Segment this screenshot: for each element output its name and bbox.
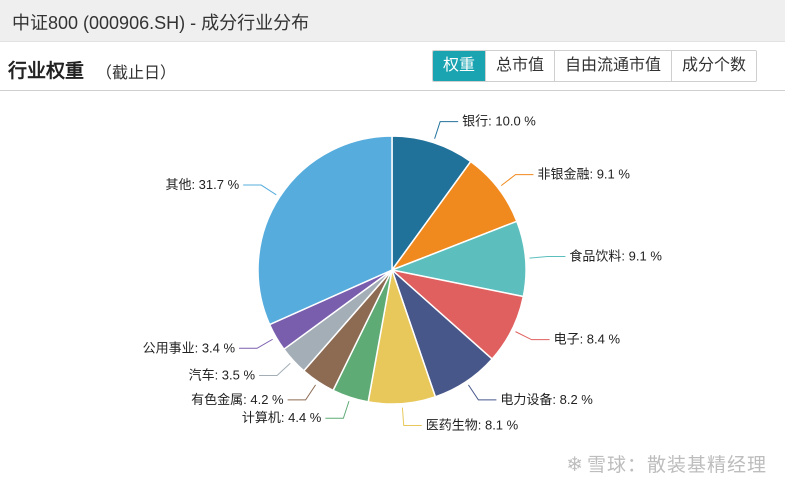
section-subtitle: （截止日） — [96, 65, 177, 82]
snowball-logo-icon: ❄ — [566, 454, 584, 476]
pie-label-9: 公用事业: 3.4 % — [143, 340, 236, 355]
pie-leader-line-4 — [468, 384, 497, 401]
pie-label-7: 有色金属: 4.2 % — [191, 392, 284, 407]
window-title: 中证800 (000906.SH) - 成分行业分布 — [12, 13, 310, 33]
tab-total-market-cap[interactable]: 总市值 — [485, 51, 555, 81]
pie-leader-line-10 — [243, 184, 277, 196]
tab-constituent-count[interactable]: 成分个数 — [671, 51, 757, 81]
pie-slice-0[interactable] — [391, 135, 472, 273]
pie-leader-line-9 — [239, 338, 273, 349]
pie-chart-area: 银行: 10.0 % 非银金融: 9.1 % 食品饮料: 9.1 % 电子: 8.4 … — [0, 92, 785, 485]
pie-label-3: 电子: 8.4 % — [554, 332, 621, 347]
pie-leader-line-2 — [529, 256, 566, 259]
watermark: ❄ 雪球：散装基精经理 — [566, 450, 767, 477]
pie-label-4: 电力设备: 8.2 % — [500, 392, 593, 407]
pie-leader-line-7 — [287, 384, 316, 401]
watermark-text: 雪球：散装基精经理 — [586, 455, 767, 476]
pie-label-8: 汽车: 3.5 % — [189, 367, 256, 382]
pie-label-1: 非银金融: 9.1 % — [537, 167, 630, 182]
pie-leader-line-3 — [515, 331, 550, 341]
pie-leader-line-1 — [500, 174, 534, 187]
industry-pie-chart: 银行: 10.0 % 非银金融: 9.1 % 食品饮料: 9.1 % 电子: 8.4 … — [143, 114, 663, 433]
pie-leader-line-6 — [325, 400, 350, 419]
pie-leader-line-8 — [259, 362, 291, 376]
pie-label-0: 银行: 10.0 % — [462, 114, 536, 129]
pie-label-10: 其他: 31.7 % — [165, 177, 239, 192]
tab-free-float-market-cap[interactable]: 自由流通市值 — [554, 51, 672, 81]
metric-tabs: 权重 总市值 自由流通市值 成分个数 — [432, 50, 758, 82]
pie-label-5: 医药生物: 8.1 % — [426, 418, 519, 433]
pie-label-6: 计算机: 4.4 % — [242, 410, 322, 425]
section-header: 行业权重 （截止日） 权重 总市值 自由流通市值 成分个数 — [0, 43, 785, 91]
tab-weight[interactable]: 权重 — [433, 51, 486, 81]
pie-leader-line-5 — [401, 407, 422, 427]
pie-leader-line-0 — [434, 121, 459, 139]
window-title-bar: 中证800 (000906.SH) - 成分行业分布 — [0, 0, 785, 42]
section-title: 行业权重 — [8, 61, 85, 82]
pie-label-2: 食品饮料: 9.1 % — [569, 249, 662, 264]
pie-slice-10[interactable] — [257, 135, 393, 326]
